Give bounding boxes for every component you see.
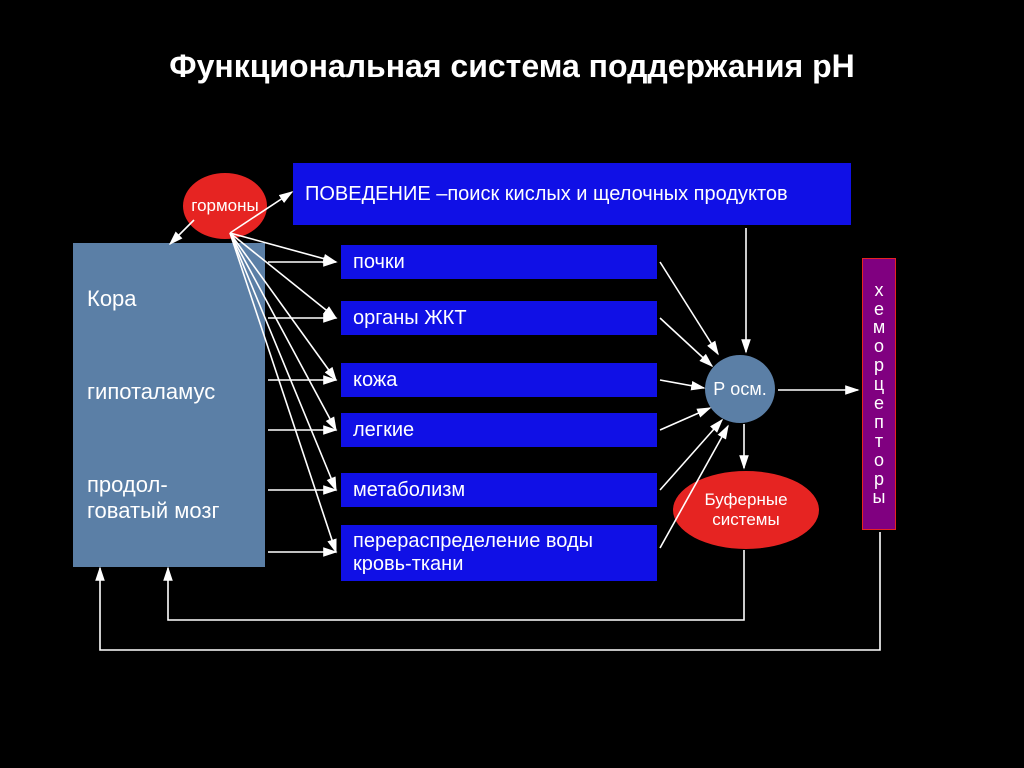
box-behavior: ПОВЕДЕНИЕ –поиск кислых и щелочных проду… bbox=[292, 162, 852, 226]
brain-line-hypothalamus: гипоталамус bbox=[87, 373, 251, 411]
circle-hormones: гормоны bbox=[182, 172, 268, 240]
ellipse-buffers: Буферные системы bbox=[672, 470, 820, 550]
page-title: Функциональная система поддержания рН bbox=[0, 48, 1024, 85]
circle-posm: Р осм. bbox=[704, 354, 776, 424]
box-gi: органы ЖКТ bbox=[340, 300, 658, 336]
box-skin: кожа bbox=[340, 362, 658, 398]
box-metabolism: метаболизм bbox=[340, 472, 658, 508]
box-chemoreceptors: хеморцепторы bbox=[862, 258, 896, 530]
box-redistribution: перераспределение воды кровь-ткани bbox=[340, 524, 658, 582]
box-lungs: легкие bbox=[340, 412, 658, 448]
brain-block: Кора гипоталамус продол- говатый мозг bbox=[72, 242, 266, 568]
brain-line-medulla: продол- говатый мозг bbox=[87, 466, 251, 530]
diagram-stage: Функциональная система поддержания рН Ко… bbox=[0, 0, 1024, 768]
box-kidneys: почки bbox=[340, 244, 658, 280]
brain-line-cortex: Кора bbox=[87, 280, 251, 318]
